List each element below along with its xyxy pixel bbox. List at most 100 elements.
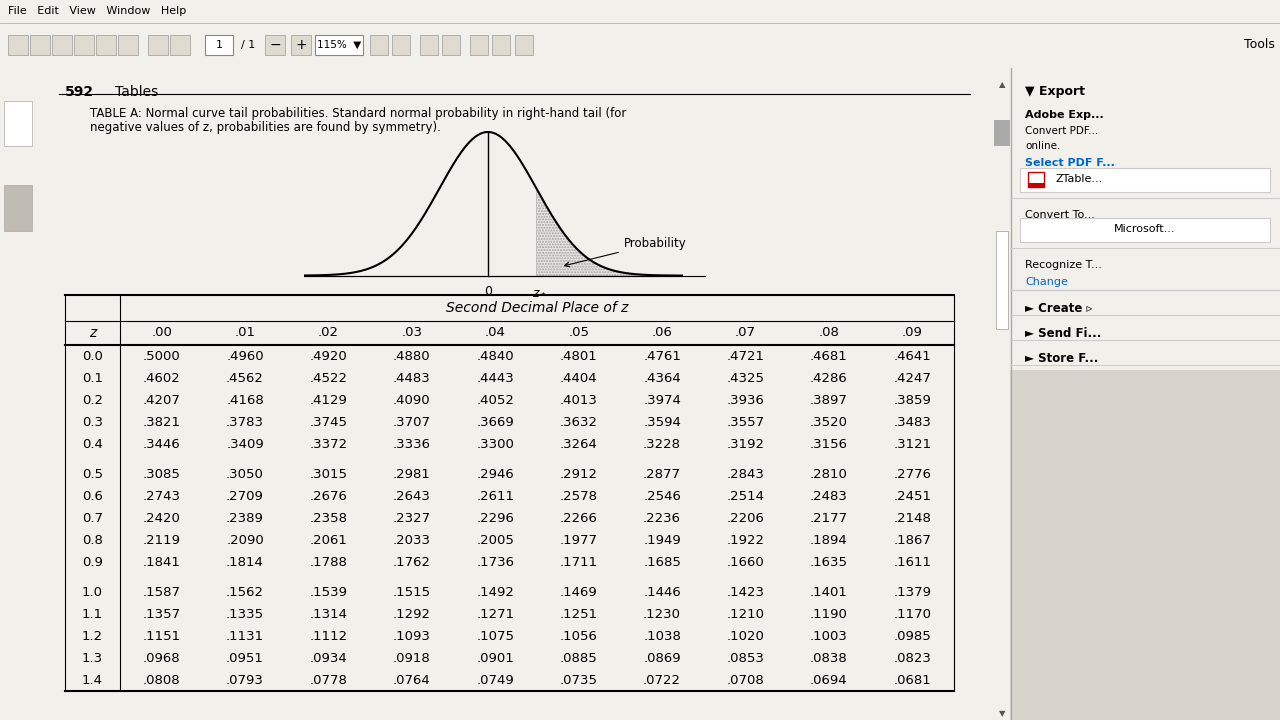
Text: .1762: .1762 [393,556,431,569]
Text: .4364: .4364 [644,372,681,384]
Text: 0.6: 0.6 [82,490,102,503]
Text: .3336: .3336 [393,438,431,451]
Text: 592: 592 [65,85,95,99]
Text: .1611: .1611 [893,556,932,569]
Text: .1379: .1379 [893,585,932,598]
Text: .2296: .2296 [476,511,515,524]
Bar [515,35,532,55]
Bar [291,35,311,55]
Text: .1230: .1230 [643,608,681,621]
Text: online.: online. [1025,141,1060,151]
Text: .2327: .2327 [393,511,431,524]
Text: .1151: .1151 [142,629,180,642]
Text: .1736: .1736 [476,556,515,569]
Text: 0.0: 0.0 [82,349,102,362]
Bar [420,35,438,55]
Text: .1539: .1539 [310,585,347,598]
Text: Convert To...: Convert To... [1025,210,1094,220]
Text: .3050: .3050 [227,467,264,480]
Text: .1562: .1562 [227,585,264,598]
Text: .1112: .1112 [310,629,347,642]
Text: .3156: .3156 [810,438,847,451]
Text: File   Edit   View   Window   Help: File Edit View Window Help [8,6,187,16]
Text: .3707: .3707 [393,415,431,428]
Text: .00: .00 [151,326,172,340]
Text: .1271: .1271 [476,608,515,621]
Text: .2005: .2005 [476,534,515,546]
Text: 0.4: 0.4 [82,438,102,451]
Text: .2033: .2033 [393,534,431,546]
Text: .2266: .2266 [559,511,598,524]
Text: .2061: .2061 [310,534,347,546]
Text: .2743: .2743 [142,490,180,503]
Text: .1635: .1635 [810,556,847,569]
Text: .0968: .0968 [143,652,180,665]
Text: .2643: .2643 [393,490,431,503]
Text: .04: .04 [485,326,506,340]
Text: .1251: .1251 [559,608,598,621]
Text: .4602: .4602 [143,372,180,384]
Text: .1401: .1401 [810,585,847,598]
Text: .2843: .2843 [727,467,764,480]
Text: .05: .05 [568,326,589,340]
Text: .2611: .2611 [476,490,515,503]
Bar [74,35,93,55]
Text: .2776: .2776 [893,467,932,480]
Text: .3264: .3264 [559,438,598,451]
Text: .2090: .2090 [227,534,264,546]
Text: .0778: .0778 [310,673,347,686]
Bar [4,101,32,146]
Text: .2514: .2514 [727,490,764,503]
Text: .0722: .0722 [643,673,681,686]
Text: .0934: .0934 [310,652,347,665]
Text: .1469: .1469 [559,585,598,598]
Text: .4052: .4052 [476,394,515,407]
Text: .1335: .1335 [227,608,264,621]
Text: z: z [88,326,96,340]
Text: ZTable...: ZTable... [1055,174,1102,184]
Text: .5000: .5000 [143,349,180,362]
Text: .0694: .0694 [810,673,847,686]
Text: .2119: .2119 [142,534,180,546]
Text: .2578: .2578 [559,490,598,503]
Text: .2358: .2358 [310,511,347,524]
Text: .1515: .1515 [393,585,431,598]
Text: .1841: .1841 [142,556,180,569]
Text: .3974: .3974 [643,394,681,407]
Text: .0918: .0918 [393,652,431,665]
Text: .2483: .2483 [810,490,847,503]
Text: Adobe Exp...: Adobe Exp... [1025,110,1103,120]
Bar [52,35,72,55]
Text: .1357: .1357 [142,608,180,621]
Bar [1028,183,1044,187]
Text: ► Send Fi...: ► Send Fi... [1025,327,1101,340]
Text: .3745: .3745 [310,415,347,428]
Text: .4443: .4443 [476,372,515,384]
Text: .1587: .1587 [142,585,180,598]
Text: .3121: .3121 [893,438,932,451]
Text: .1492: .1492 [476,585,515,598]
Text: Probability: Probability [564,237,686,267]
Text: negative values of z, probabilities are found by symmetry).: negative values of z, probabilities are … [90,121,440,134]
Text: .1894: .1894 [810,534,847,546]
Bar [118,35,138,55]
Text: 1: 1 [215,40,223,50]
Text: .0985: .0985 [893,629,932,642]
Text: .1020: .1020 [727,629,764,642]
Text: .09: .09 [902,326,923,340]
Text: .1788: .1788 [310,556,347,569]
Text: .3594: .3594 [643,415,681,428]
Bar [96,35,116,55]
Text: 1.1: 1.1 [82,608,102,621]
Bar [1010,370,1280,720]
Text: .2709: .2709 [227,490,264,503]
Text: .2389: .2389 [227,511,264,524]
Text: Tools: Tools [1244,38,1275,52]
Text: 0.5: 0.5 [82,467,102,480]
Text: .0885: .0885 [559,652,598,665]
Text: .4522: .4522 [310,372,347,384]
Text: Second Decimal Place of z: Second Decimal Place of z [445,301,628,315]
Text: .4562: .4562 [227,372,264,384]
Text: .4129: .4129 [310,394,347,407]
Text: .4641: .4641 [893,349,932,362]
